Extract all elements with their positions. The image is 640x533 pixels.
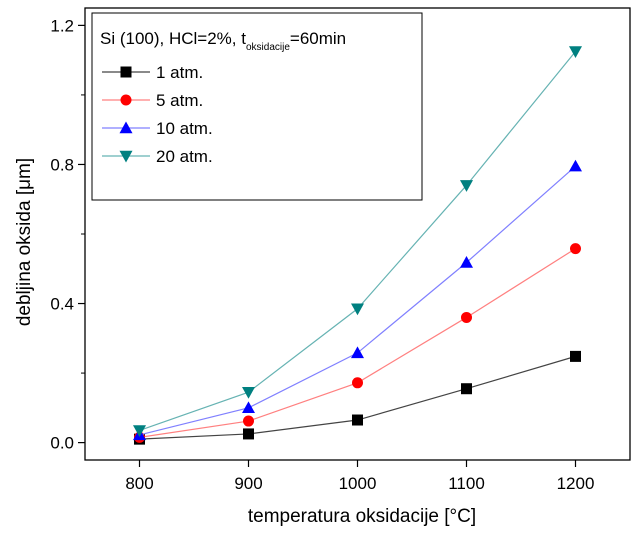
data-point	[460, 180, 473, 192]
y-axis-label: debljina oksida [μm]	[14, 158, 35, 326]
data-point	[460, 256, 473, 268]
data-point	[461, 383, 472, 395]
x-tick-label: 900	[234, 474, 262, 493]
series-3	[133, 159, 582, 441]
legend-title: Si (100), HCl=2%, toksidacije=60min	[100, 29, 346, 53]
legend-title-suffix: =60min	[290, 29, 346, 48]
legend-label: 1 atm.	[156, 63, 203, 82]
y-tick-label: 1.2	[50, 16, 74, 35]
series-4	[133, 46, 582, 437]
x-tick-label: 800	[125, 474, 153, 493]
legend-entry: 1 atm.	[102, 63, 203, 82]
legend-marker	[119, 121, 133, 134]
legend-marker	[120, 66, 132, 78]
data-point	[569, 159, 582, 172]
y-tick-label: 0.4	[50, 295, 74, 314]
data-point	[242, 401, 255, 414]
data-point	[351, 303, 364, 316]
data-point	[461, 311, 472, 323]
x-tick-label: 1200	[557, 474, 595, 493]
series-2	[134, 243, 581, 443]
legend-label: 10 atm.	[156, 119, 213, 138]
legend-title-subscript: oksidacije	[246, 42, 290, 53]
legend-marker	[119, 150, 133, 163]
series-1	[134, 350, 581, 445]
x-tick-label: 1100	[448, 474, 485, 493]
x-axis-label: temperatura oksidacije [°C]	[248, 506, 476, 527]
series-line	[139, 355, 576, 440]
data-point	[570, 350, 581, 362]
data-point	[351, 346, 364, 359]
legend-title-main: Si (100), HCl=2%, t	[100, 29, 246, 48]
x-tick-label: 1000	[339, 474, 377, 493]
y-tick-label: 0.8	[50, 155, 74, 174]
data-point	[352, 414, 363, 426]
series-line	[139, 248, 576, 438]
legend-label: 5 atm.	[156, 91, 203, 110]
y-tick-label: 0.0	[50, 434, 74, 453]
legend-box	[91, 12, 423, 201]
data-point	[352, 377, 363, 389]
data-point	[243, 428, 254, 440]
data-point	[242, 387, 255, 399]
legend-entry: 20 atm.	[102, 147, 213, 166]
legend-entry: 5 atm.	[102, 91, 203, 110]
data-point	[569, 46, 582, 58]
legend-entry: 10 atm.	[102, 119, 213, 138]
data-point	[243, 415, 254, 427]
legend-label: 20 atm.	[156, 147, 213, 166]
data-point	[570, 243, 581, 255]
series-line	[139, 165, 576, 436]
data-point	[133, 425, 146, 437]
legend-marker	[120, 94, 132, 106]
